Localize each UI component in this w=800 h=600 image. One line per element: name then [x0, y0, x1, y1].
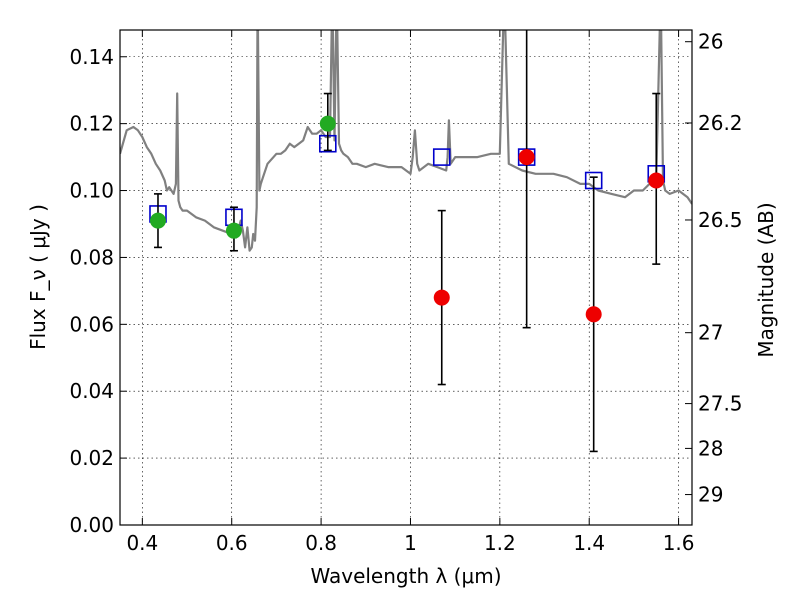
y-right-tick-label: 26: [698, 30, 723, 54]
non-detection-point: [585, 306, 602, 323]
y-right-tick-label: 28: [698, 436, 723, 460]
y-right-tick-label: 27.5: [698, 392, 743, 416]
plot-frame: [119, 29, 693, 526]
y-right-tick-label: 29: [698, 483, 723, 507]
y-axis-right-label: Magnitude (AB): [754, 202, 778, 357]
y-right-tick-label: 26.2: [698, 111, 743, 135]
detection-point: [225, 222, 242, 239]
x-tick-label: 1: [404, 531, 417, 555]
grid: [120, 30, 692, 526]
model-spectrum-line: [120, 30, 692, 252]
detection-point: [319, 115, 336, 132]
axes-ticks: 0.4 0.6 0.8 1 1.2 1.4 1.6 0.00 0.02 0.04 0.06 0.08 0…: [69, 30, 742, 555]
y-tick-label: 0.08: [69, 245, 114, 269]
detection-point: [149, 212, 166, 229]
y-right-tick-label: 26.5: [698, 208, 743, 232]
non-detection-point: [518, 149, 535, 166]
x-tick-label: 0.4: [126, 531, 158, 555]
y-tick-label: 0.04: [69, 379, 114, 403]
non-detection-point: [648, 172, 665, 189]
x-tick-label: 0.8: [305, 531, 337, 555]
x-tick-label: 1.2: [484, 531, 516, 555]
y-tick-label: 0.02: [69, 446, 114, 470]
x-tick-label: 1.6: [663, 531, 695, 555]
x-tick-label: 1.4: [573, 531, 605, 555]
y-tick-label: 0.00: [69, 513, 114, 537]
y-tick-label: 0.06: [69, 312, 114, 336]
x-tick-label: 0.6: [216, 531, 248, 555]
x-axis-label: Wavelength λ (μm): [310, 564, 501, 588]
non-detection-point: [433, 289, 450, 306]
y-tick-label: 0.14: [69, 45, 114, 69]
y-tick-label: 0.12: [69, 112, 114, 136]
plot-area: [120, 30, 692, 453]
y-tick-label: 0.10: [69, 179, 114, 203]
model-flux-square: [432, 148, 451, 166]
y-axis-label: Flux F_ν ( μJy ): [26, 204, 50, 350]
y-right-tick-label: 27: [698, 321, 723, 345]
